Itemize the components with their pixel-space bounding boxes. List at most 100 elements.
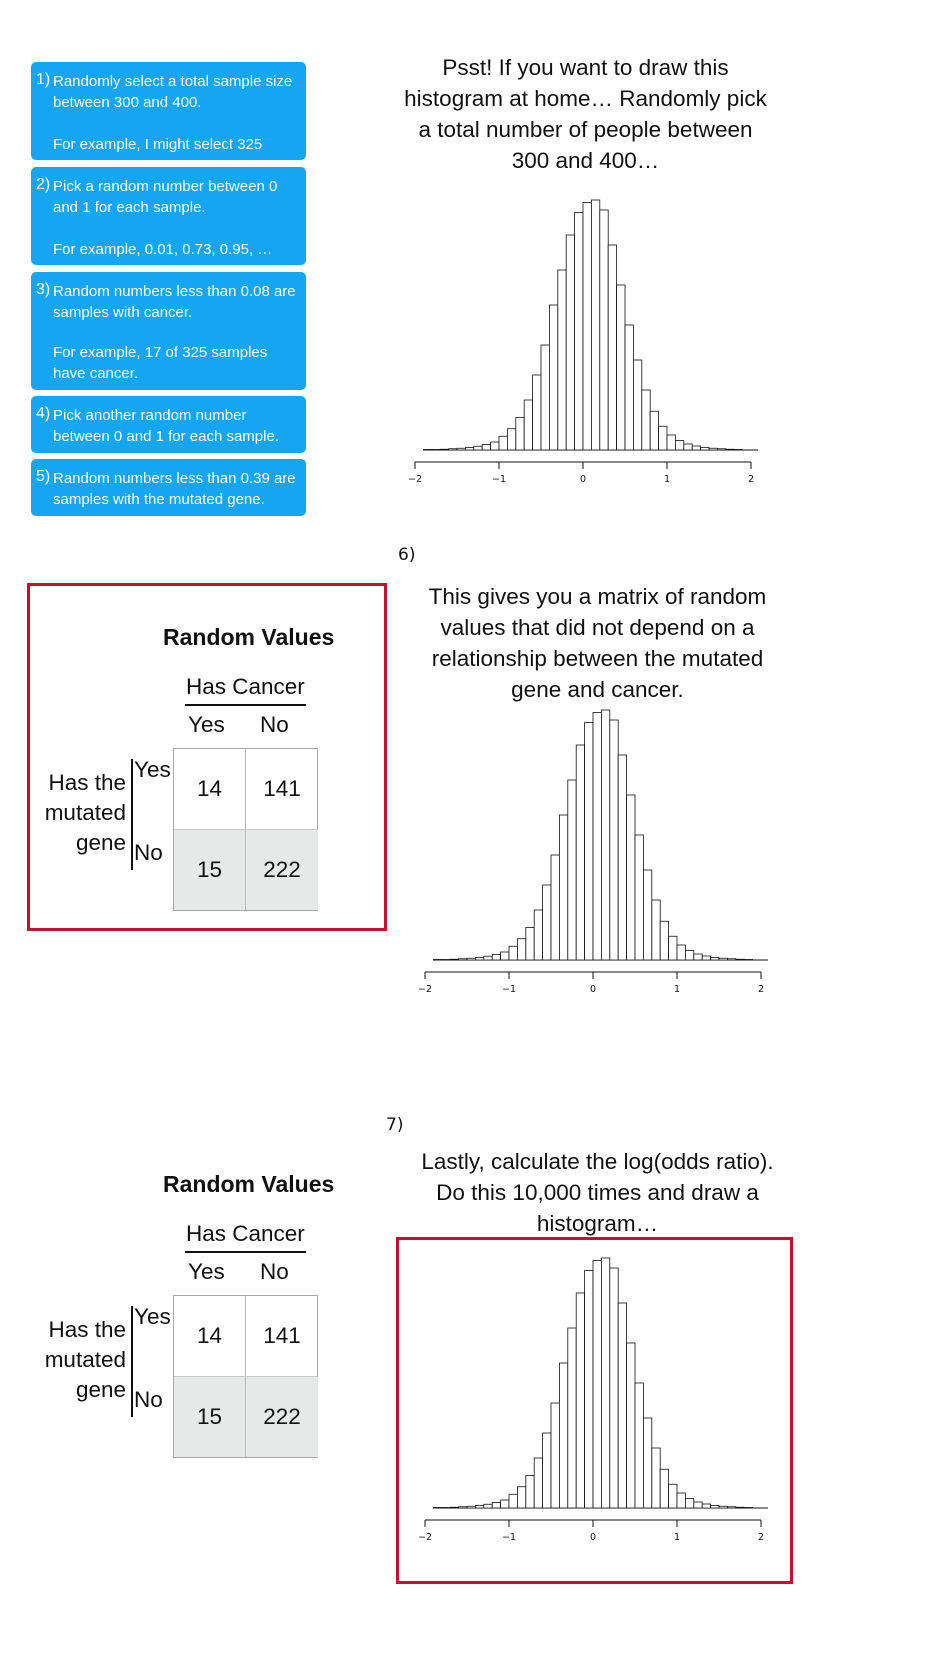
- histogram-bar: [592, 1260, 602, 1509]
- histogram-bar: [525, 927, 535, 961]
- histogram-bar: [515, 417, 525, 451]
- row-header-line: mutated: [44, 800, 126, 825]
- histogram-bar: [590, 199, 601, 451]
- histogram-bar: [532, 374, 542, 451]
- histogram-bar: [550, 1402, 560, 1509]
- histogram-bar: [626, 1342, 636, 1509]
- histogram-svg: −2 −1 0 1 2: [408, 199, 758, 485]
- x-tick-label: −1: [502, 984, 516, 995]
- step-number: 3): [36, 281, 51, 298]
- x-tick-label: 0: [590, 984, 596, 995]
- histogram-bar: [465, 447, 475, 451]
- histogram-bar: [700, 447, 710, 451]
- x-tick-label: 2: [758, 984, 764, 995]
- histogram-bar: [542, 884, 552, 961]
- histogram-bar: [716, 448, 727, 451]
- histogram-bar: [607, 244, 617, 451]
- step-example: For example, 0.01, 0.73, 0.95, …: [53, 241, 273, 258]
- step-example: For example, 17 of 325 samples have canc…: [53, 344, 268, 382]
- histogram-bar: [432, 959, 443, 961]
- histogram-bar: [701, 1503, 712, 1509]
- cell-yes-yes: 14: [174, 1296, 246, 1376]
- step-text: Random numbers less than 0.39 are sample…: [53, 470, 296, 508]
- histogram-svg: −2 −1 0 1 2: [418, 1257, 768, 1543]
- histogram-bar: [558, 1362, 569, 1509]
- histogram-bar: [441, 1507, 451, 1509]
- histogram-bar: [659, 920, 669, 961]
- step-text: Pick another random number between 0 and…: [53, 407, 279, 445]
- histogram-bar: [600, 1257, 611, 1509]
- histogram-bar: [466, 1505, 476, 1509]
- histogram-bar: [584, 722, 594, 961]
- column-label-no: No: [260, 712, 289, 737]
- histogram-bar: [540, 344, 550, 451]
- histogram-bar: [626, 794, 636, 961]
- x-tick-label: −2: [418, 984, 432, 995]
- histogram-bar: [735, 958, 745, 961]
- histogram-bar: [508, 945, 518, 961]
- step-number: 1): [36, 71, 51, 88]
- step-6-caption: This gives you a matrix of random values…: [428, 584, 767, 702]
- x-tick-label: 1: [674, 984, 680, 995]
- histogram-bar: [458, 958, 468, 961]
- histogram-bar: [507, 428, 517, 451]
- step-text: Randomly select a total sample size betw…: [53, 73, 293, 111]
- histogram-bar: [456, 447, 466, 451]
- row-header-line: gene: [75, 830, 126, 855]
- row-header: Has the mutated gene: [36, 768, 126, 858]
- row-header: Has the mutated gene: [36, 1315, 126, 1405]
- x-tick-label: 0: [590, 1532, 596, 1543]
- column-header-rule: [185, 1251, 306, 1253]
- cell-yes-no: 141: [263, 776, 301, 801]
- grid-divider: [174, 829, 317, 830]
- row-label-yes: Yes: [134, 757, 171, 782]
- x-tick-label: −1: [492, 474, 506, 485]
- histogram-bar: [567, 779, 577, 961]
- top-caption: Psst! If you want to draw this histogram…: [404, 55, 767, 173]
- step-box-4: 4) Pick another random number between 0 …: [31, 396, 306, 453]
- histogram-bar: [634, 1382, 644, 1509]
- histogram-bar: [710, 1505, 720, 1509]
- histogram-bar: [674, 440, 685, 451]
- column-header: Has Cancer: [186, 1221, 305, 1246]
- row-header-line: mutated: [44, 1347, 126, 1372]
- histogram-bar: [617, 1302, 627, 1509]
- step-7-label: 7): [386, 1115, 404, 1135]
- cell-no-no: 222: [246, 1377, 318, 1457]
- step-6-label: 6): [398, 545, 416, 565]
- histogram-bar: [491, 1502, 501, 1509]
- histogram-bar: [575, 744, 585, 961]
- step-7-caption: Lastly, calculate the log(odds ratio). D…: [421, 1149, 774, 1236]
- column-header-rule: [185, 704, 306, 706]
- histogram-bar: [651, 899, 661, 961]
- histogram-bar: [491, 954, 501, 961]
- step-box-2: 2) Pick a random number between 0 and 1 …: [31, 167, 306, 265]
- histogram-bar: [718, 1505, 728, 1509]
- histogram-bar: [582, 202, 592, 451]
- histogram-bar: [439, 448, 450, 451]
- histogram-bar: [718, 957, 728, 961]
- histogram-bar: [567, 1327, 577, 1509]
- step-example: For example, I might select 325: [53, 136, 263, 153]
- histogram-bar: [676, 1492, 686, 1509]
- histogram-bar: [726, 1506, 737, 1509]
- histogram-bar: [708, 447, 718, 451]
- cell-no-no: 222: [246, 830, 318, 910]
- histogram-bar: [600, 709, 611, 961]
- x-tick-label: 1: [674, 1532, 680, 1543]
- histogram-bar: [641, 389, 651, 451]
- histogram-bar: [490, 441, 500, 451]
- row-label-no: No: [134, 840, 163, 865]
- histogram-bar: [609, 1267, 619, 1509]
- histogram-bar: [542, 1432, 552, 1509]
- histogram-step6: −2 −1 0 1 2: [418, 700, 795, 1000]
- histogram-bar: [642, 1417, 653, 1509]
- histogram-svg: −2 −1 0 1 2: [418, 709, 768, 995]
- step-box-5: 5) Random numbers less than 0.39 are sam…: [31, 459, 306, 516]
- histogram-bar: [432, 1507, 443, 1509]
- row-header-line: Has the: [48, 770, 126, 795]
- histogram-bar: [649, 410, 659, 451]
- histogram-bar: [658, 425, 668, 451]
- histogram-bar: [533, 909, 543, 961]
- histogram-bar: [508, 1493, 518, 1509]
